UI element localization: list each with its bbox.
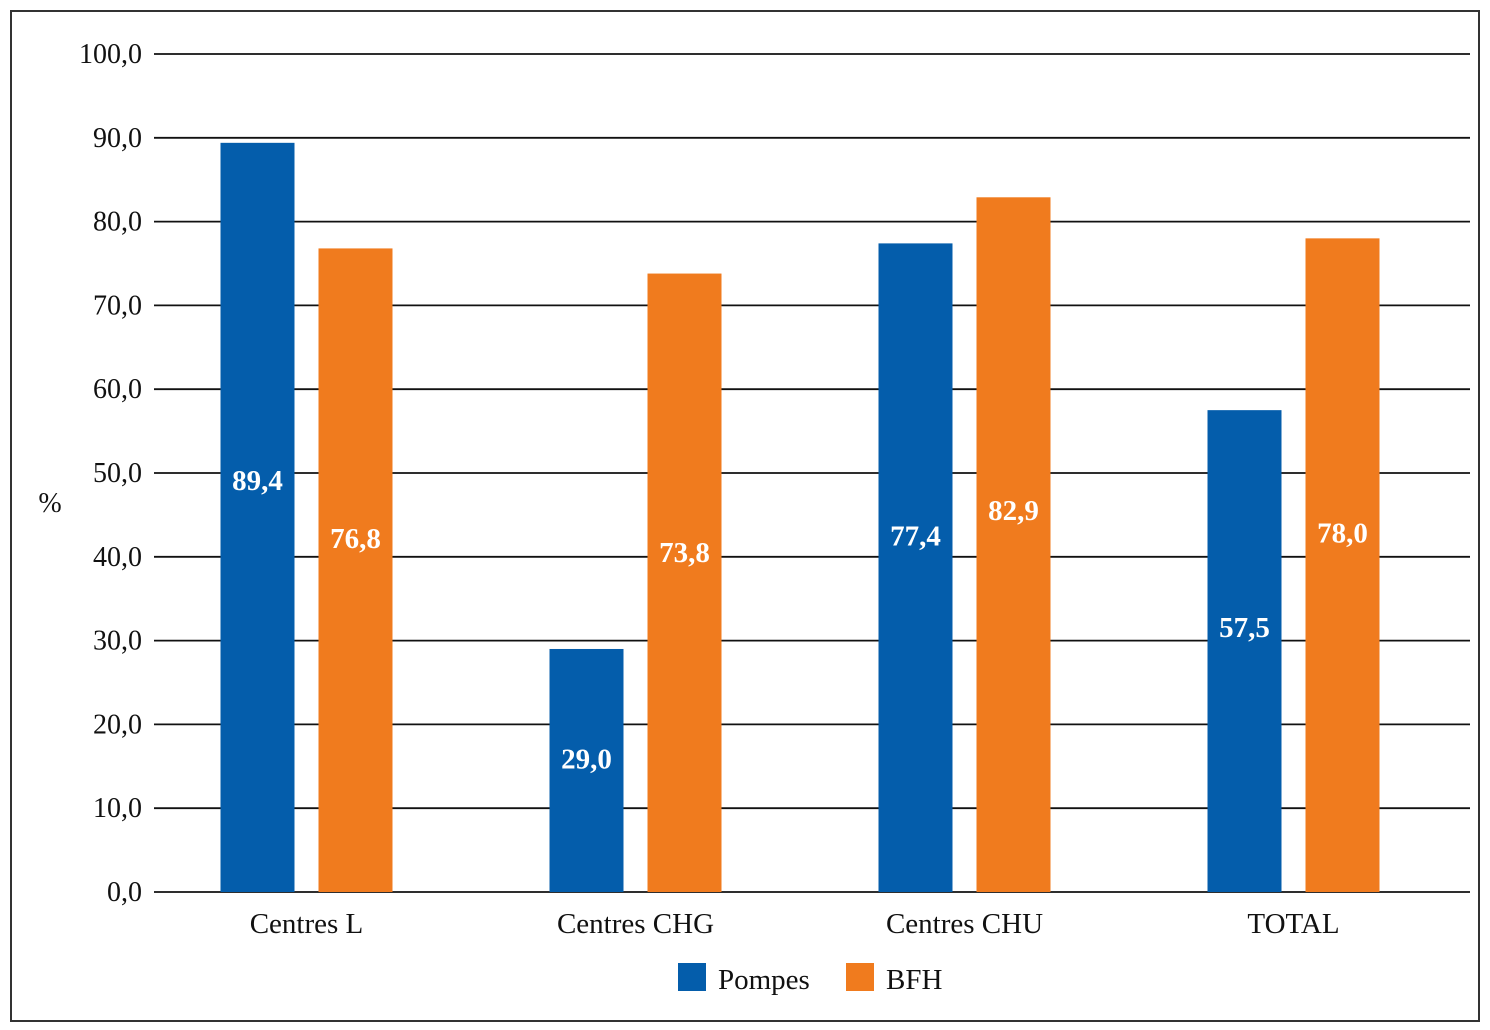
data-label: 82,9	[988, 495, 1039, 527]
x-category-label: Centres CHU	[886, 908, 1043, 940]
y-axis-label: %	[38, 488, 61, 519]
x-category-label: TOTAL	[1247, 908, 1339, 940]
y-tick-label: 60,0	[93, 374, 142, 405]
bar-bfh-1	[647, 273, 722, 892]
y-tick-label: 50,0	[93, 458, 142, 489]
data-labels: 89,4 76,8 29,0 73,8 77,4 82,9 57,5 78,0	[232, 465, 1368, 775]
bar-pompes-1	[549, 648, 624, 892]
y-tick-label: 90,0	[93, 123, 142, 154]
y-tick-label: 0,0	[107, 877, 142, 908]
legend-label-pompes: Pompes	[718, 964, 810, 996]
y-tick-label: 70,0	[93, 290, 142, 321]
bar-pompes-2	[878, 243, 953, 892]
y-tick-label: 100,0	[79, 39, 142, 70]
bar-bfh-3	[1305, 238, 1380, 893]
legend: Pompes BFH	[678, 963, 942, 996]
legend-label-bfh: BFH	[886, 964, 942, 996]
data-label: 89,4	[232, 465, 283, 497]
bar-pompes-3	[1207, 410, 1282, 892]
bar-bfh-2	[976, 197, 1051, 893]
data-label: 29,0	[561, 743, 612, 775]
y-tick-label: 20,0	[93, 709, 142, 740]
x-category-label: Centres L	[250, 908, 364, 940]
bar-pompes-0	[220, 142, 295, 892]
y-tick-label: 80,0	[93, 207, 142, 238]
y-tick-label: 30,0	[93, 626, 142, 657]
data-label: 76,8	[330, 523, 381, 555]
y-tick-label: 40,0	[93, 542, 142, 573]
data-label: 73,8	[659, 537, 710, 569]
bars	[220, 142, 1380, 893]
data-label: 57,5	[1219, 612, 1270, 644]
bar-chart: 0,0 10,0 20,0 30,0 40,0 50,0 60,0 70,0 80,0 90,0 1…	[38, 39, 1470, 996]
y-tick-label: 10,0	[93, 793, 142, 824]
x-axis-categories: Centres L Centres CHG Centres CHU TOTAL	[250, 908, 1340, 940]
x-category-label: Centres CHG	[557, 908, 714, 940]
chart-frame: 0,0 10,0 20,0 30,0 40,0 50,0 60,0 70,0 80,0 90,0 1…	[10, 10, 1480, 1022]
y-axis-ticks: 0,0 10,0 20,0 30,0 40,0 50,0 60,0 70,0 80,0 90,0 1…	[79, 39, 142, 908]
legend-swatch-bfh	[846, 963, 874, 991]
bar-bfh-0	[318, 248, 393, 892]
legend-swatch-pompes	[678, 963, 706, 991]
data-label: 78,0	[1317, 517, 1368, 549]
data-label: 77,4	[890, 520, 941, 552]
